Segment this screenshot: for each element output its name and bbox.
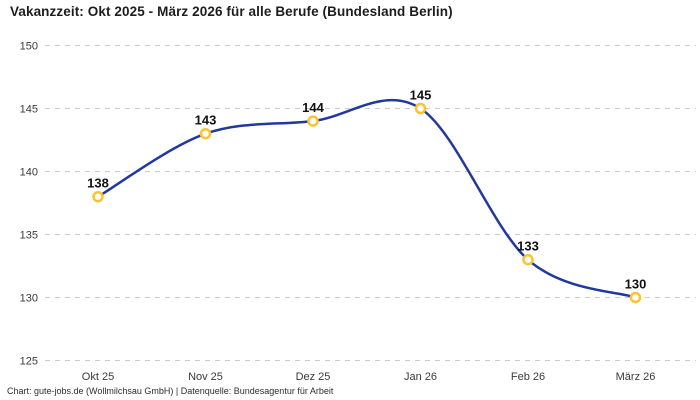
x-axis-tick-label: Feb 26 [511, 371, 545, 383]
data-point-label: 145 [410, 88, 432, 103]
y-axis-tick-label: 145 [20, 104, 38, 116]
x-axis-tick-label: März 26 [616, 371, 656, 383]
y-axis-tick-label: 135 [20, 230, 38, 242]
data-point-marker[interactable] [414, 102, 427, 115]
data-point-marker[interactable] [199, 127, 212, 140]
data-point-marker[interactable] [92, 190, 104, 203]
chart-title: Vakanzzeit: Okt 2025 - März 2026 für all… [10, 4, 453, 19]
data-point-marker[interactable] [629, 291, 642, 304]
data-point-marker[interactable] [307, 115, 319, 127]
data-point-label: 130 [625, 277, 647, 292]
data-point-marker[interactable] [522, 253, 534, 266]
data-point-label: 144 [302, 100, 324, 115]
data-point-label: 133 [517, 239, 539, 254]
y-axis-tick-label: 150 [20, 41, 38, 53]
x-axis-tick-label: Jan 26 [404, 371, 437, 383]
data-point-label: 138 [87, 176, 109, 191]
data-point-label: 143 [195, 113, 217, 128]
x-axis-tick-label: Okt 25 [82, 371, 114, 383]
chart-attribution: Chart: gute-jobs.de (Wollmilchsau GmbH) … [7, 386, 334, 396]
x-axis-tick-label: Nov 25 [188, 371, 223, 383]
x-axis-tick-label: Dez 25 [296, 371, 331, 383]
y-axis-tick-label: 125 [20, 356, 38, 368]
y-axis-tick-label: 130 [20, 293, 38, 305]
series-line [96, 98, 637, 299]
y-axis-tick-label: 140 [20, 167, 38, 179]
